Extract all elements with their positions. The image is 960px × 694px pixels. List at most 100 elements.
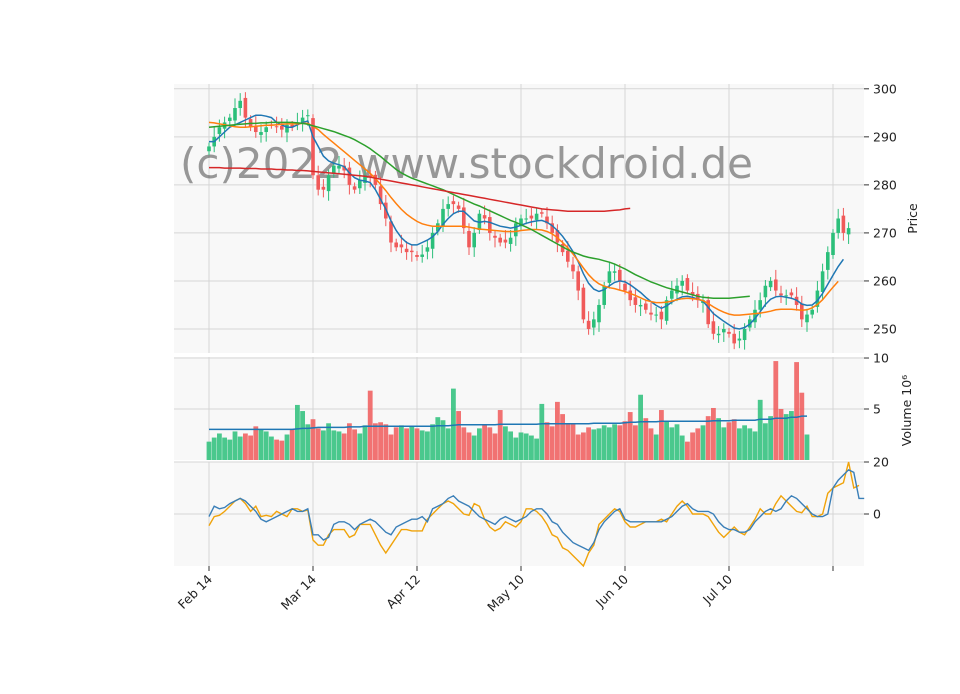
volume-bar — [617, 425, 623, 460]
x-tick-label: Feb 14 — [175, 571, 215, 611]
candle-body — [436, 223, 440, 232]
candle-body — [659, 311, 664, 320]
volume-bar — [518, 432, 524, 460]
candle-body — [836, 218, 840, 233]
candle-body — [768, 280, 773, 288]
volume-bar — [279, 440, 285, 460]
candle-body — [488, 217, 492, 233]
volume-bar — [794, 362, 799, 460]
volume-bar — [289, 429, 295, 460]
volume-bar — [232, 431, 238, 460]
candle-body — [306, 115, 310, 117]
volume-bar — [674, 424, 680, 460]
candle-body — [493, 235, 497, 238]
volume-bar — [789, 411, 794, 460]
y-tick-label: 280 — [873, 177, 897, 192]
candle-body — [820, 271, 825, 292]
candle-body — [415, 255, 419, 257]
volume-bar — [492, 433, 498, 460]
candle-body — [280, 125, 284, 130]
volume-bar — [622, 421, 628, 460]
volume-bar — [445, 428, 451, 460]
volume-bar — [321, 430, 326, 460]
x-tick-label: Jun 10 — [592, 571, 631, 610]
candle-body — [290, 124, 294, 128]
candle-body — [742, 328, 747, 341]
volume-bar — [705, 416, 711, 460]
volume-bar — [659, 410, 664, 460]
volume-bar — [367, 390, 373, 460]
volume-bar — [331, 430, 337, 460]
candle-body — [711, 321, 716, 334]
volume-bar — [575, 434, 581, 460]
volume-bar — [269, 436, 274, 460]
candle-body — [259, 132, 263, 135]
candle-body — [441, 208, 445, 227]
volume-bar — [461, 427, 467, 460]
candle-body — [519, 218, 523, 227]
volume-bar — [721, 427, 727, 460]
candle-body — [706, 300, 710, 325]
volume-bar — [435, 417, 441, 460]
candle-body — [326, 175, 331, 192]
volume-bar — [409, 426, 415, 460]
volume-bar — [737, 428, 742, 460]
volume-bar — [570, 424, 576, 460]
volume-bar — [503, 426, 508, 460]
volume-bar — [326, 423, 331, 460]
volume-bar — [799, 392, 805, 460]
volume-bar — [549, 426, 555, 460]
volume-bar — [773, 361, 779, 460]
volume-bar — [763, 423, 768, 460]
candle-body — [586, 320, 591, 329]
candle-body — [425, 247, 430, 252]
volume-bar — [222, 437, 227, 460]
candle-body — [529, 215, 534, 219]
y-tick-label: 290 — [873, 129, 897, 144]
candle-body — [592, 319, 596, 328]
candle-body — [238, 100, 242, 109]
candle-body — [722, 328, 726, 333]
candle-body — [805, 314, 809, 323]
volume-bar — [596, 428, 602, 460]
candle-body — [571, 264, 575, 272]
candle-body — [420, 254, 424, 257]
candle-body — [810, 309, 814, 315]
volume-bar — [419, 430, 425, 460]
volume-bar — [414, 428, 420, 460]
panel-background-0 — [174, 84, 864, 353]
volume-bar — [211, 437, 217, 460]
volume-bar — [513, 437, 519, 460]
candle-body — [784, 295, 788, 297]
volume-bar — [487, 427, 493, 460]
candle-body — [300, 117, 305, 124]
watermark: (c)2022 www.stockdroid.de — [180, 139, 753, 188]
ma_short-line — [209, 114, 845, 330]
volume-bar — [648, 428, 654, 460]
volume-bar — [274, 439, 279, 460]
volume-bar — [757, 399, 763, 460]
candle-body — [800, 303, 804, 320]
candle-body — [602, 285, 606, 305]
candle-body — [841, 215, 846, 233]
candle-body — [274, 126, 279, 128]
volume-bar — [612, 424, 617, 460]
volume-bar — [716, 418, 721, 460]
candle-body — [779, 293, 783, 296]
candle-body — [581, 287, 586, 320]
candle-body — [514, 223, 518, 237]
candle-body — [264, 127, 268, 133]
candle-body — [243, 97, 248, 118]
volume-bar — [341, 433, 347, 460]
candle-body — [347, 167, 352, 185]
candle-body — [618, 269, 622, 281]
volume-bar — [690, 432, 695, 460]
y-tick-label: 10 — [873, 351, 889, 366]
candle-body — [394, 242, 398, 248]
candle-body — [597, 304, 601, 323]
volume-bar — [742, 425, 747, 460]
candle-body — [550, 223, 554, 233]
candle-body — [363, 175, 367, 183]
